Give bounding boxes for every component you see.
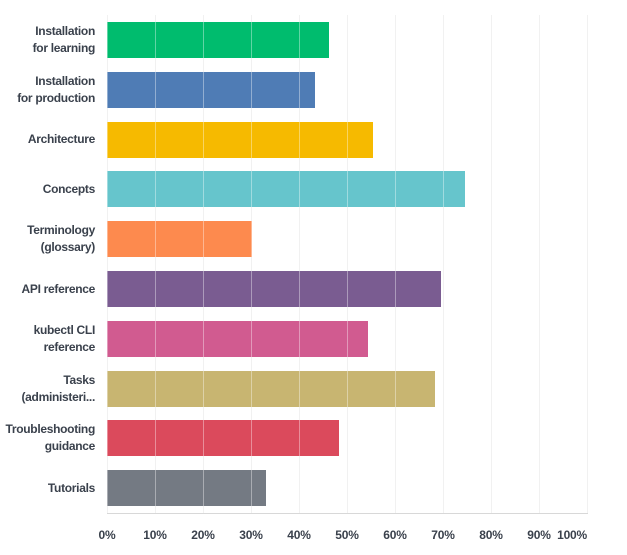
plot-area <box>107 15 588 513</box>
gridline-0% <box>107 15 108 513</box>
x-tick-label-100: 100% <box>557 528 587 542</box>
category-label-line: guidance <box>44 439 96 454</box>
gridline-overlay <box>155 15 156 513</box>
category-label-line: kubectl CLI <box>33 322 96 337</box>
gridline-overlay <box>107 15 108 513</box>
bar-row <box>107 364 587 414</box>
category-label-tutorials: Tutorials <box>0 463 101 513</box>
bar-tutorials[interactable] <box>107 470 266 507</box>
category-label-line: Installation <box>35 24 95 38</box>
gridline-70% <box>443 15 444 513</box>
bar-row <box>107 214 587 264</box>
bar-row <box>107 65 587 115</box>
x-tick-label-0: 0% <box>98 528 116 542</box>
bar-row <box>107 115 587 165</box>
category-label-line: Architecture <box>27 132 95 147</box>
x-tick-label-20: 20% <box>191 528 215 542</box>
bar-troubleshooting-guidance[interactable] <box>107 420 339 457</box>
category-label-line: for learning <box>32 41 96 55</box>
gridline-overlay <box>539 15 540 513</box>
category-label-line: (administeri... <box>21 389 95 404</box>
category-label-troubleshooting-guidance: Troubleshooting guidance <box>0 413 101 463</box>
gridline-30% <box>251 15 252 513</box>
bar-api-reference[interactable] <box>107 271 441 307</box>
category-label-architecture: Architecture <box>0 115 101 165</box>
bar-row <box>107 463 587 513</box>
x-tick-label-80: 80% <box>479 528 503 542</box>
category-label-line: reference <box>43 339 96 354</box>
category-label-line: Terminology <box>27 223 95 238</box>
category-labels: Installation for learning Installation for … <box>0 15 101 513</box>
category-label-line: Installation <box>35 73 95 88</box>
bar-tasks-administeri[interactable] <box>107 370 436 407</box>
gridline-40% <box>299 15 300 513</box>
category-label-api-reference: API reference <box>0 264 101 314</box>
category-label-installation-for-production: Installation for production <box>0 65 101 115</box>
bar-terminology-glossary[interactable] <box>107 221 253 258</box>
x-tick-label-30: 30% <box>239 528 263 542</box>
gridline-80% <box>491 15 492 513</box>
category-label-line: for production <box>17 90 95 105</box>
bar-row <box>107 164 587 214</box>
gridline-overlay <box>587 15 588 513</box>
gridline-overlay <box>299 15 300 513</box>
bar-row <box>107 314 587 364</box>
gridline-50% <box>347 15 348 513</box>
bar-row <box>107 15 587 65</box>
category-label-concepts: Concepts <box>0 164 101 214</box>
gridline-overlay <box>347 15 348 513</box>
category-label-line: (glossary) <box>40 240 96 255</box>
gridline-overlay <box>203 15 204 513</box>
category-label-tasks-administeri: Tasks (administeri... <box>0 364 101 414</box>
gridline-overlay <box>443 15 444 513</box>
gridline-overlay <box>491 15 492 513</box>
bar-installation-for-learning[interactable] <box>107 22 330 58</box>
gridline-overlay <box>395 15 396 513</box>
bar-concepts[interactable] <box>107 171 465 208</box>
bar-architecture[interactable] <box>107 121 373 158</box>
gridline-overlay <box>251 15 252 513</box>
x-tick-label-60: 60% <box>383 528 407 542</box>
gridline-20% <box>203 15 204 513</box>
x-tick-label-40: 40% <box>287 528 311 542</box>
category-label-line: Troubleshooting <box>5 422 96 437</box>
x-tick-label-70: 70% <box>431 528 455 542</box>
x-tick-label-50: 50% <box>335 528 359 542</box>
category-label-line: Tutorials <box>47 480 95 495</box>
category-label-line: Tasks <box>63 372 95 387</box>
gridline-90% <box>539 15 540 513</box>
bar-installation-for-production[interactable] <box>107 71 315 108</box>
x-tick-label-10: 10% <box>143 528 167 542</box>
gridline-60% <box>395 15 396 513</box>
x-tick-label-90: 90% <box>527 528 551 542</box>
category-label-terminology-glossary: Terminology (glossary) <box>0 214 101 264</box>
gridline-100% <box>587 15 588 513</box>
x-axis-labels: 0% 10% 20% 30% 40% 50% 60% 70% 80% 90% 100% <box>0 528 627 544</box>
bar-kubectl-cli-reference[interactable] <box>107 320 369 357</box>
category-label-kubectl-cli-reference: kubectl CLI reference <box>0 314 101 364</box>
category-label-line: Concepts <box>42 181 96 196</box>
category-label-installation-for-learning: Installation for learning <box>0 15 101 65</box>
bar-row <box>107 264 587 314</box>
gridline-10% <box>155 15 156 513</box>
bar-row <box>107 413 587 463</box>
category-label-line: API reference <box>21 281 96 296</box>
